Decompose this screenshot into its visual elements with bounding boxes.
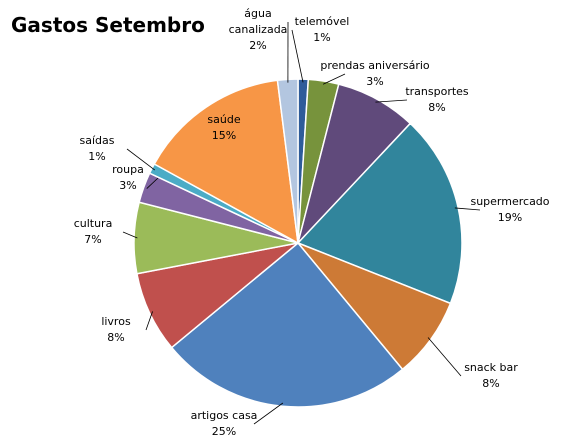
category-label: supermercado <box>470 195 550 208</box>
category-label: água canalizada <box>228 7 288 36</box>
data-label: supermercado 19% <box>470 194 549 226</box>
chart-title: Gastos Setembro <box>11 13 205 37</box>
leader-line <box>322 73 346 85</box>
leader-line <box>145 311 153 331</box>
leader-line <box>126 148 156 171</box>
value-label: 3% <box>119 179 137 192</box>
pie-slice <box>296 122 463 305</box>
leader-line <box>454 207 481 211</box>
value-label: 25% <box>211 425 237 438</box>
leader-line <box>146 177 159 189</box>
data-label: água canalizada 2% <box>223 6 293 54</box>
pie-slice <box>170 241 404 408</box>
value-label: 15% <box>211 129 237 142</box>
category-label: livros <box>101 315 131 328</box>
leader-line <box>291 29 304 83</box>
data-label: prendas aniversário 3% <box>320 58 429 90</box>
data-label: saúde 15% <box>207 112 240 144</box>
category-label: prendas aniversário <box>320 59 430 72</box>
leader-line <box>375 99 408 103</box>
data-label: saídas 1% <box>80 133 115 165</box>
value-label: 8% <box>482 377 500 390</box>
data-label: transportes 8% <box>405 84 468 116</box>
value-label: 8% <box>107 331 125 344</box>
value-label: 19% <box>497 211 523 224</box>
value-label: 3% <box>366 75 384 88</box>
category-label: telemóvel <box>294 15 350 28</box>
value-label: 8% <box>428 101 446 114</box>
data-label: roupa 3% <box>112 162 144 194</box>
data-label: telemóvel 1% <box>295 14 350 46</box>
leader-line <box>427 337 462 377</box>
data-label: snack bar 8% <box>464 360 518 392</box>
data-label: artigos casa 25% <box>191 408 258 440</box>
data-label: cultura 7% <box>74 216 113 248</box>
value-label: 1% <box>88 150 106 163</box>
category-label: artigos casa <box>190 409 258 422</box>
category-label: snack bar <box>464 361 518 374</box>
data-label: livros 8% <box>101 314 130 346</box>
category-label: saídas <box>79 134 115 147</box>
pie-slice <box>153 79 299 245</box>
leader-line <box>253 402 284 425</box>
leader-line <box>122 231 138 239</box>
value-label: 2% <box>249 39 267 52</box>
category-label: transportes <box>405 85 469 98</box>
category-label: saúde <box>207 113 241 126</box>
category-label: roupa <box>112 163 144 176</box>
category-label: cultura <box>73 217 113 230</box>
value-label: 1% <box>313 31 331 44</box>
value-label: 7% <box>84 233 102 246</box>
